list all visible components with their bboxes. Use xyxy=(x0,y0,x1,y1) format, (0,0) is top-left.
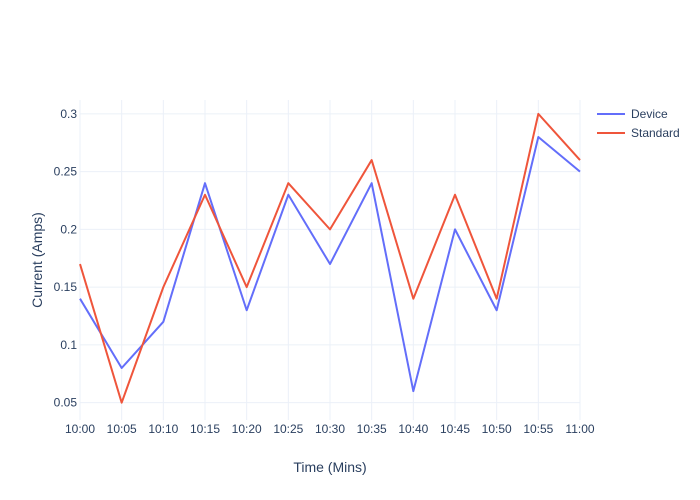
x-tick-label: 10:35 xyxy=(357,422,387,436)
data-point-device[interactable] xyxy=(369,180,375,186)
x-tick-label: 10:20 xyxy=(232,422,262,436)
data-point-device[interactable] xyxy=(244,307,250,313)
data-point-standard[interactable] xyxy=(410,296,416,302)
x-axis-title: Time (Mins) xyxy=(293,459,366,475)
data-point-standard[interactable] xyxy=(119,400,125,406)
x-tick-label: 10:50 xyxy=(482,422,512,436)
data-point-device[interactable] xyxy=(577,169,583,175)
x-tick-label: 11:00 xyxy=(565,422,594,436)
x-tick-label: 10:10 xyxy=(148,422,178,436)
data-point-device[interactable] xyxy=(160,319,166,325)
y-tick-label: 0.2 xyxy=(60,222,77,236)
legend-label: Device xyxy=(631,107,668,121)
legend-label: Standard xyxy=(631,126,680,140)
series-line-standard[interactable] xyxy=(79,112,581,404)
x-tick-label: 10:00 xyxy=(65,422,95,436)
data-point-standard[interactable] xyxy=(202,192,208,198)
y-axis-title: Current (Amps) xyxy=(29,212,45,308)
data-point-standard[interactable] xyxy=(452,192,458,198)
data-point-device[interactable] xyxy=(494,307,500,313)
series-line-device[interactable] xyxy=(79,135,581,393)
y-tick-label: 0.1 xyxy=(60,338,77,352)
x-axis-ticks: 10:00 10:05 10:10 10:15 10:20 10:25 10:30 10:35… xyxy=(65,422,595,436)
data-point-standard[interactable] xyxy=(244,284,250,290)
x-tick-label: 10:25 xyxy=(273,422,303,436)
data-point-device[interactable] xyxy=(202,180,208,186)
data-point-standard[interactable] xyxy=(285,180,291,186)
legend-item-device[interactable]: Device xyxy=(597,107,668,121)
y-tick-label: 0.05 xyxy=(54,396,78,410)
data-point-device[interactable] xyxy=(77,296,83,302)
y-tick-label: 0.3 xyxy=(60,107,77,121)
data-point-standard[interactable] xyxy=(160,284,166,290)
y-axis-ticks: 0.05 0.1 0.15 0.2 0.25 0.3 xyxy=(54,107,78,410)
data-point-standard[interactable] xyxy=(577,157,583,163)
data-point-standard[interactable] xyxy=(494,296,500,302)
data-point-standard[interactable] xyxy=(369,157,375,163)
x-tick-label: 10:40 xyxy=(398,422,428,436)
x-tick-label: 10:15 xyxy=(190,422,220,436)
data-point-device[interactable] xyxy=(119,365,125,371)
y-tick-label: 0.25 xyxy=(54,165,78,179)
data-point-device[interactable] xyxy=(535,134,541,140)
data-point-device[interactable] xyxy=(327,261,333,267)
x-tick-label: 10:45 xyxy=(440,422,470,436)
data-point-device[interactable] xyxy=(410,388,416,394)
y-tick-label: 0.15 xyxy=(54,280,78,294)
x-tick-label: 10:05 xyxy=(107,422,137,436)
data-point-standard[interactable] xyxy=(77,261,83,267)
series-lines xyxy=(77,111,583,406)
data-point-device[interactable] xyxy=(452,226,458,232)
x-tick-label: 10:30 xyxy=(315,422,345,436)
data-point-device[interactable] xyxy=(285,192,291,198)
legend[interactable]: Device Standard xyxy=(597,107,680,140)
x-tick-label: 10:55 xyxy=(523,422,553,436)
legend-item-standard[interactable]: Standard xyxy=(597,126,680,140)
data-point-standard[interactable] xyxy=(327,226,333,232)
data-point-standard[interactable] xyxy=(535,111,541,117)
